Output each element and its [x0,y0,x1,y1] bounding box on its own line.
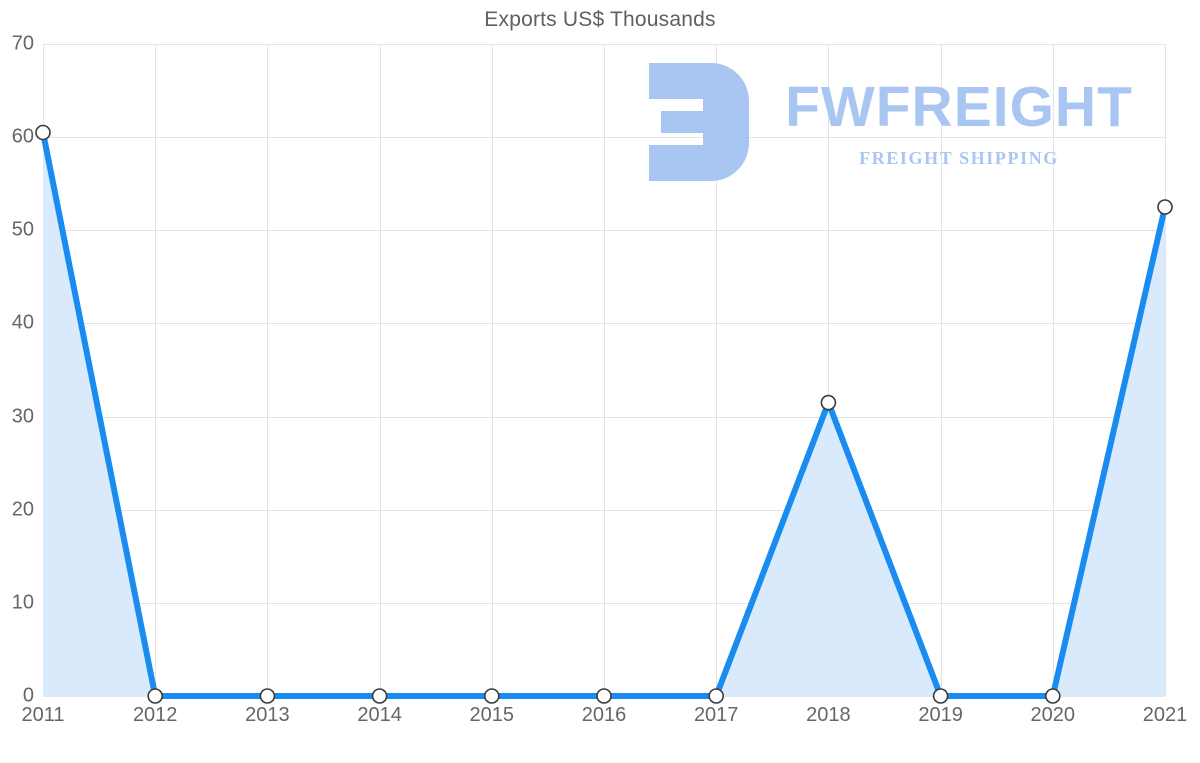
y-tick-label: 0 [22,684,34,707]
y-tick-label: 70 [11,32,34,55]
x-tick-label: 2020 [1030,704,1076,726]
gridline-vertical [604,44,605,696]
x-tick-label: 2011 [21,704,65,726]
chart-title: Exports US$ Thousands [484,8,716,31]
x-tick-label: 2019 [918,704,963,726]
gridline-vertical [1052,44,1054,696]
gridline-vertical [1165,44,1166,696]
x-tick-label: 2014 [357,704,402,726]
gridline-vertical [828,44,830,696]
y-tick-label: 40 [11,311,34,334]
series-area-fill [43,132,1165,696]
x-tick-label: 2016 [581,704,627,726]
data-point-marker[interactable] [259,688,276,704]
y-axis: 0 10 20 30 40 50 60 70 [0,0,43,763]
gridline-vertical [491,44,493,696]
data-point-marker[interactable] [35,124,51,141]
y-tick-label: 20 [11,498,34,521]
plot-area [35,44,1173,704]
x-tick-label: 2015 [469,704,515,726]
x-tick-label: 2017 [693,704,739,726]
x-tick-label: 2018 [806,704,851,726]
data-point-marker[interactable] [1044,688,1061,704]
series-line [40,129,1168,699]
data-point-marker[interactable] [820,394,837,411]
gridline-vertical [267,44,269,696]
x-tick-label: 2013 [245,704,290,726]
gridline-vertical [379,44,381,696]
series-area-line [35,124,1173,704]
y-tick-label: 10 [11,591,34,614]
data-point-marker[interactable] [371,688,388,704]
data-point-marker[interactable] [147,688,163,704]
y-tick-label: 50 [11,218,34,241]
data-point-marker[interactable] [483,688,500,704]
y-tick-label: 60 [11,125,34,148]
y-tick-label: 30 [11,405,34,428]
data-point-marker[interactable] [708,688,725,704]
gridline-vertical [155,44,157,696]
data-point-marker[interactable] [596,688,612,704]
gridline-vertical [716,44,718,696]
data-point-marker[interactable] [932,688,949,704]
gridline-vertical [940,44,942,696]
x-tick-label: 2021 [1142,704,1188,726]
data-point-marker[interactable] [1157,199,1173,215]
x-tick-label: 2012 [132,704,178,726]
